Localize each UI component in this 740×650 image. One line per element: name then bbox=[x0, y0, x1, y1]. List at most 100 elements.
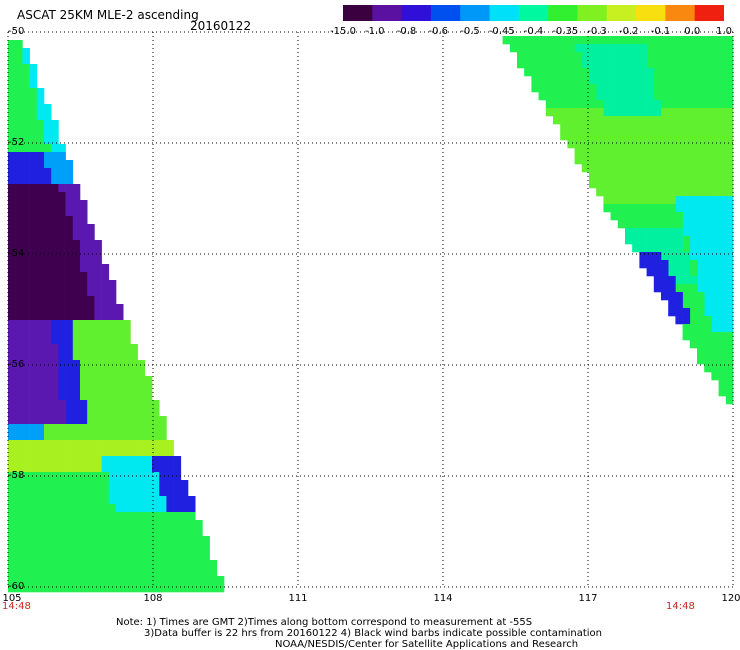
data-cell bbox=[15, 456, 23, 465]
data-cell bbox=[8, 168, 16, 177]
data-cell bbox=[159, 576, 167, 585]
data-cell bbox=[653, 244, 662, 253]
data-cell bbox=[108, 336, 117, 345]
data-cell bbox=[130, 536, 138, 545]
data-cell bbox=[130, 576, 138, 585]
data-cell bbox=[697, 108, 705, 117]
color-scale-swatch bbox=[694, 5, 724, 21]
data-cell bbox=[36, 184, 45, 193]
data-cell bbox=[581, 92, 590, 101]
data-cell bbox=[625, 180, 633, 189]
data-cell bbox=[617, 196, 626, 205]
data-cell bbox=[58, 432, 66, 441]
data-cell bbox=[8, 120, 16, 129]
data-cell bbox=[123, 552, 131, 561]
data-cell bbox=[80, 328, 88, 337]
data-cell bbox=[603, 60, 611, 69]
data-cell bbox=[29, 392, 38, 401]
data-cell bbox=[101, 552, 110, 561]
data-cell bbox=[94, 584, 102, 593]
data-cell bbox=[617, 188, 626, 197]
data-cell bbox=[603, 36, 611, 45]
time-right-label: 14:48 bbox=[666, 601, 695, 612]
data-cell bbox=[51, 528, 59, 537]
data-cell bbox=[80, 528, 88, 537]
data-cell bbox=[72, 528, 81, 537]
data-cell bbox=[65, 264, 74, 273]
data-cell bbox=[581, 68, 590, 77]
data-cell bbox=[29, 280, 38, 289]
data-cell bbox=[36, 280, 45, 289]
data-cell bbox=[94, 264, 102, 273]
data-cell bbox=[130, 432, 138, 441]
data-cell bbox=[689, 100, 698, 109]
data-cell bbox=[697, 156, 705, 165]
data-cell bbox=[639, 180, 647, 189]
data-cell bbox=[29, 432, 38, 441]
data-cell bbox=[574, 156, 583, 165]
data-cell bbox=[8, 528, 16, 537]
data-cell bbox=[596, 132, 604, 141]
data-cell bbox=[65, 464, 74, 473]
data-cell bbox=[718, 252, 727, 261]
data-cell bbox=[675, 156, 683, 165]
data-cell bbox=[639, 212, 647, 221]
data-cell bbox=[697, 220, 705, 229]
data-cell bbox=[718, 356, 727, 365]
data-cell bbox=[58, 424, 66, 433]
data-cell bbox=[704, 36, 712, 45]
data-cell bbox=[188, 536, 196, 545]
data-cell bbox=[173, 544, 182, 553]
data-cell bbox=[51, 568, 59, 577]
data-cell bbox=[108, 360, 117, 369]
data-cell bbox=[22, 208, 30, 217]
data-cell bbox=[116, 392, 124, 401]
data-cell bbox=[589, 36, 597, 45]
data-cell bbox=[44, 160, 52, 169]
data-cell bbox=[94, 536, 102, 545]
data-cell bbox=[87, 504, 95, 513]
data-cell bbox=[94, 296, 102, 305]
data-cell bbox=[646, 188, 655, 197]
data-cell bbox=[44, 328, 52, 337]
data-cell bbox=[704, 196, 712, 205]
data-cell bbox=[51, 232, 59, 241]
data-cell bbox=[567, 132, 575, 141]
data-cell bbox=[101, 360, 110, 369]
data-cell bbox=[44, 176, 52, 185]
data-cell bbox=[617, 124, 626, 133]
data-cell bbox=[15, 136, 23, 145]
data-cell bbox=[646, 236, 655, 245]
data-cell bbox=[675, 284, 683, 293]
data-cell bbox=[610, 164, 619, 173]
data-cell bbox=[29, 168, 38, 177]
data-cell bbox=[682, 68, 691, 77]
data-cell bbox=[718, 124, 727, 133]
data-cell bbox=[22, 520, 30, 529]
data-cell bbox=[632, 156, 640, 165]
data-cell bbox=[116, 464, 124, 473]
data-cell bbox=[58, 224, 66, 233]
data-cell bbox=[94, 392, 102, 401]
data-cell bbox=[36, 464, 45, 473]
data-cell bbox=[661, 156, 669, 165]
data-cell bbox=[123, 408, 131, 417]
data-cell bbox=[661, 180, 669, 189]
data-cell bbox=[29, 120, 38, 129]
data-cell bbox=[36, 536, 45, 545]
data-cell bbox=[80, 232, 88, 241]
data-cell bbox=[524, 68, 532, 77]
data-cell bbox=[697, 204, 705, 213]
data-cell bbox=[718, 332, 727, 341]
data-cell bbox=[718, 244, 727, 253]
data-cell bbox=[22, 584, 30, 593]
data-cell bbox=[15, 160, 23, 169]
data-cell bbox=[144, 456, 153, 465]
data-cell bbox=[8, 136, 16, 145]
data-cell bbox=[524, 36, 532, 45]
data-cell bbox=[725, 124, 734, 133]
data-cell bbox=[80, 424, 88, 433]
data-cell bbox=[718, 284, 727, 293]
data-cell bbox=[123, 504, 131, 513]
data-cell bbox=[72, 264, 81, 273]
